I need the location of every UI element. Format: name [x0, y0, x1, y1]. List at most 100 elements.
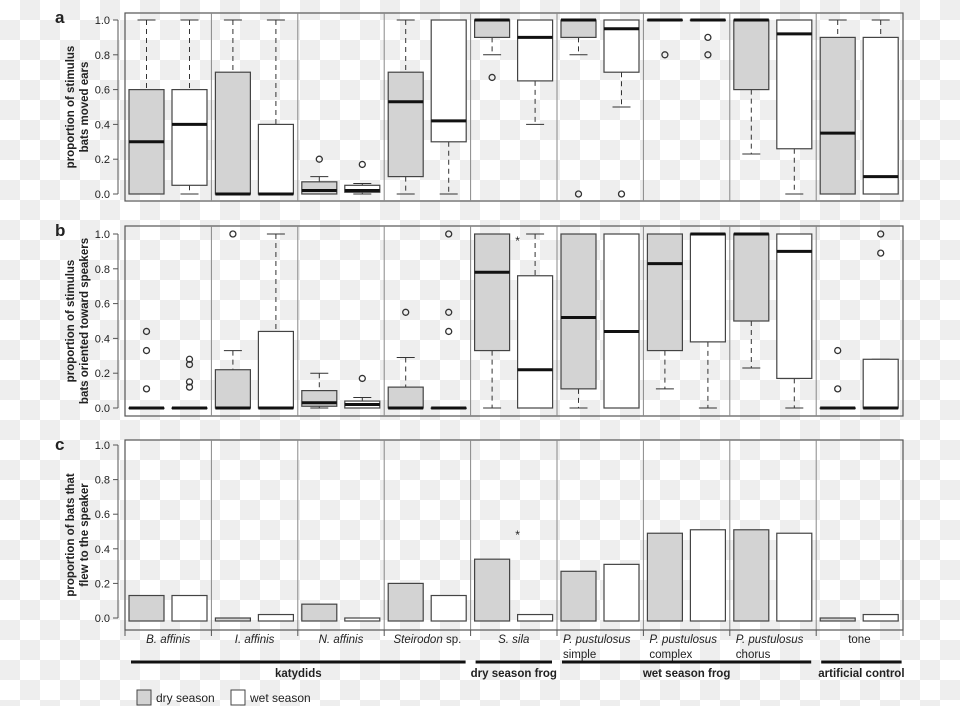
y-tick-label: 0.2 — [95, 368, 110, 380]
outlier-point — [185, 383, 194, 391]
wet-season-box — [257, 123, 294, 195]
dry-season-box — [733, 233, 770, 322]
dry-season-box — [301, 181, 338, 195]
y-tick-label: 0.8 — [95, 50, 110, 62]
y-tick-label: 0.2 — [95, 154, 110, 166]
y-axis-label: proportion of stimulus — [65, 260, 77, 383]
wet-season-bar — [776, 532, 813, 622]
x-category-label: P. pustulosus — [736, 634, 804, 646]
outlier-point — [488, 73, 496, 82]
legend-label-dry: dry season — [156, 691, 215, 705]
wet-season-box — [171, 88, 208, 186]
y-tick-label: 0.4 — [95, 119, 110, 131]
dry-season-box — [387, 71, 424, 178]
outlier-point — [185, 355, 194, 363]
dry-season-box — [474, 19, 511, 38]
dry-season-box — [387, 386, 424, 409]
panel-a — [113, 12, 904, 202]
x-category-label: Steirodon sp. — [394, 634, 462, 646]
dry-season-box — [560, 19, 597, 38]
dry-season-bar — [387, 582, 424, 622]
wet-season-box — [603, 233, 640, 409]
stimulus-class-label: wet season frog — [642, 668, 731, 680]
wet-season-box — [776, 19, 813, 150]
wet-season-box — [344, 184, 381, 193]
wet-season-box — [776, 233, 813, 380]
outlier-point — [445, 327, 453, 336]
y-tick-label: 0.4 — [95, 333, 110, 345]
dry-season-bar — [646, 532, 684, 622]
y-tick-label: 0.0 — [95, 403, 110, 415]
x-category-sublabel: simple — [563, 649, 596, 661]
x-category-label: P. pustulosus — [563, 634, 631, 646]
dry-season-bar — [214, 617, 251, 622]
y-tick-label: 1.0 — [95, 229, 110, 241]
plot-frame — [124, 12, 904, 202]
dry-season-box — [733, 19, 770, 91]
wet-season-bar — [344, 617, 381, 622]
x-category-sublabel: chorus — [736, 649, 771, 661]
legend-swatch-dry — [136, 689, 152, 706]
outlier-point — [358, 374, 366, 383]
outlier-point — [574, 190, 583, 198]
y-tick-label: 0.6 — [95, 299, 110, 311]
panel-label: b — [55, 221, 65, 240]
y-tick-label: 0.2 — [95, 578, 110, 590]
panel-b — [113, 225, 904, 417]
y-tick-label: 0.8 — [95, 264, 110, 276]
legend-label-wet: wet season — [249, 691, 311, 705]
wet-season-bar — [689, 529, 727, 622]
outlier-point — [229, 230, 237, 238]
x-category-label: S. sila — [498, 634, 529, 646]
outlier-point — [834, 346, 842, 355]
y-axis-label: proportion of bats that — [65, 473, 77, 596]
y-tick-label: 0.6 — [95, 509, 110, 521]
outlier-point — [445, 230, 453, 238]
dry-season-bar — [474, 558, 511, 622]
legend-swatch-wet — [230, 689, 246, 706]
dry-season-bar — [733, 529, 770, 622]
outlier-point — [445, 308, 453, 316]
y-tick-label: 1.0 — [95, 440, 110, 452]
outlier-point — [315, 155, 323, 163]
y-tick-label: 0.6 — [95, 85, 110, 97]
wet-season-bar — [257, 613, 294, 622]
outlier-point — [661, 51, 669, 59]
y-axis-label: flew to the speaker — [79, 483, 91, 587]
wet-season-bar — [603, 563, 640, 622]
wet-season-box — [516, 275, 554, 409]
dry-season-box — [646, 233, 684, 352]
dry-season-bar — [819, 617, 856, 622]
panel-label: a — [55, 8, 65, 27]
x-category-sublabel: complex — [649, 649, 692, 661]
significance-star: * — [515, 234, 520, 248]
outlier-point — [877, 230, 885, 238]
wet-season-box — [516, 19, 554, 82]
y-tick-label: 0.4 — [95, 544, 110, 556]
dry-season-bar — [301, 603, 338, 622]
stimulus-class-label: artificial control — [818, 668, 904, 680]
dry-season-box — [819, 36, 856, 195]
y-axis-label: proportion of stimulus — [65, 46, 77, 169]
y-tick-label: 0.8 — [95, 475, 110, 487]
wet-season-box — [430, 19, 467, 143]
y-tick-label: 1.0 — [95, 15, 110, 27]
outlier-point — [358, 160, 366, 169]
x-category-label: tone — [848, 634, 870, 646]
x-category-label: B. affinis — [146, 634, 190, 646]
wet-season-bar — [171, 594, 208, 622]
outlier-point — [142, 385, 151, 393]
y-tick-label: 0.0 — [95, 189, 110, 201]
wet-season-bar — [430, 594, 467, 622]
wet-season-box — [689, 233, 727, 343]
outlier-point — [185, 378, 194, 386]
wet-season-bar — [862, 613, 899, 622]
outlier-point — [142, 346, 151, 355]
outlier-point — [704, 51, 712, 59]
wet-season-box — [862, 358, 899, 409]
panel-label: c — [55, 435, 64, 454]
outlier-point — [877, 249, 885, 257]
stimulus-class-label: katydids — [275, 668, 322, 680]
wet-season-bar — [516, 613, 554, 622]
x-category-label: P. pustulosus — [649, 634, 717, 646]
